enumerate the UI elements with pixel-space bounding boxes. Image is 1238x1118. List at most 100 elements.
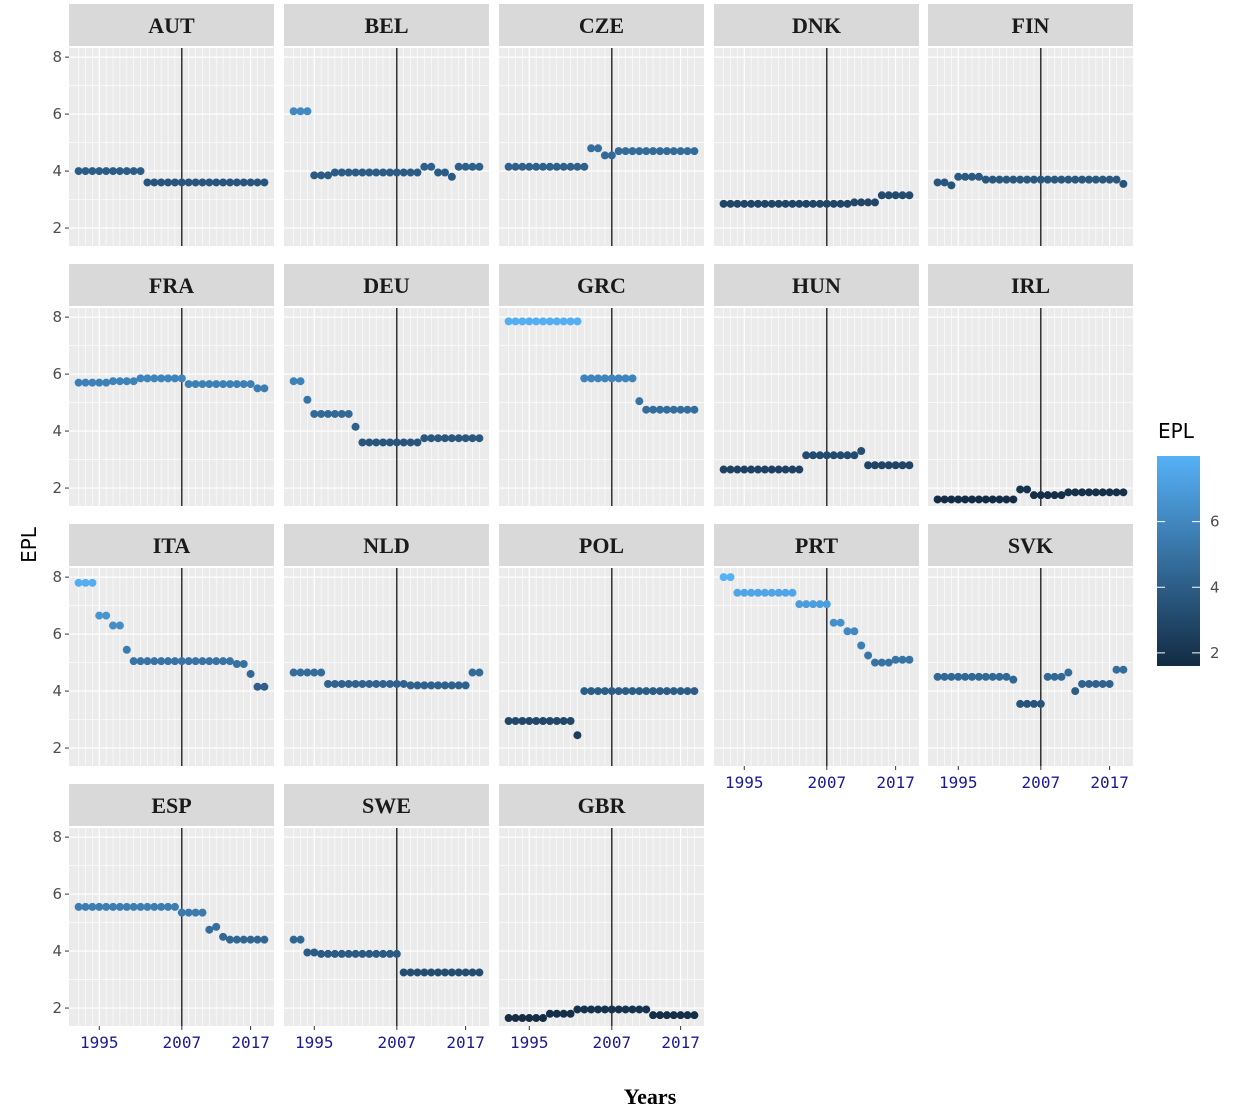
point [454, 434, 463, 443]
strip [928, 524, 1133, 566]
point [351, 168, 360, 177]
point [109, 167, 118, 176]
point [905, 461, 914, 470]
panel-background [928, 568, 1133, 766]
point [351, 949, 360, 958]
point [662, 1011, 671, 1020]
point [102, 611, 111, 620]
point [344, 168, 353, 177]
point [225, 935, 234, 944]
point [1112, 665, 1121, 674]
point [747, 588, 756, 597]
point [933, 495, 942, 504]
point [573, 162, 582, 171]
point [1091, 488, 1100, 497]
point [545, 317, 554, 326]
point [150, 657, 159, 666]
point [330, 949, 339, 958]
point [642, 405, 651, 414]
point [594, 1005, 603, 1014]
point [1043, 491, 1052, 500]
point [351, 422, 360, 431]
point [129, 657, 138, 666]
point [822, 199, 831, 208]
strip-label: SWE [362, 793, 411, 818]
point [372, 949, 381, 958]
point [669, 405, 678, 414]
point [877, 658, 886, 667]
point [454, 162, 463, 171]
point [676, 405, 685, 414]
strip [284, 264, 489, 306]
point [511, 716, 520, 725]
strip-label: FIN [1012, 13, 1050, 38]
panel-background [284, 48, 489, 246]
point [157, 178, 166, 187]
point [392, 438, 401, 447]
point [468, 434, 477, 443]
point [864, 651, 873, 660]
point [81, 167, 90, 176]
point [358, 168, 367, 177]
point [594, 687, 603, 696]
point [850, 198, 859, 207]
point [607, 151, 616, 160]
point [392, 168, 401, 177]
point [406, 438, 415, 447]
point [726, 573, 735, 582]
point [81, 378, 90, 387]
point [330, 168, 339, 177]
point [1009, 675, 1018, 684]
point [594, 144, 603, 153]
point [461, 434, 470, 443]
point [649, 405, 658, 414]
point [809, 600, 818, 609]
point [1043, 672, 1052, 681]
strip-label: IRL [1011, 273, 1050, 298]
point [122, 902, 131, 911]
point [829, 199, 838, 208]
point [774, 465, 783, 474]
point [365, 438, 374, 447]
point [358, 949, 367, 958]
point [607, 374, 616, 383]
point [747, 199, 756, 208]
point [690, 147, 699, 156]
point [877, 461, 886, 470]
point [1016, 485, 1025, 494]
point [518, 162, 527, 171]
point [1105, 488, 1114, 497]
point [136, 374, 145, 383]
point [587, 144, 596, 153]
point [406, 168, 415, 177]
point [733, 588, 742, 597]
point [649, 1011, 658, 1020]
point [940, 495, 949, 504]
point [317, 668, 326, 677]
point [947, 181, 956, 190]
point [372, 168, 381, 177]
point [760, 465, 769, 474]
point [296, 107, 305, 116]
point [358, 438, 367, 447]
point [379, 168, 388, 177]
point [690, 405, 699, 414]
point [781, 588, 790, 597]
point [635, 1005, 644, 1014]
point [1071, 687, 1080, 696]
panel-background [284, 828, 489, 1026]
point [260, 682, 269, 691]
point [669, 687, 678, 696]
point [961, 172, 970, 181]
point [898, 461, 907, 470]
point [566, 1009, 575, 1018]
point [351, 679, 360, 688]
point [365, 679, 374, 688]
panel-background [69, 568, 274, 766]
point [413, 438, 422, 447]
point [74, 902, 83, 911]
strip [499, 524, 704, 566]
point [440, 434, 449, 443]
point [191, 178, 200, 187]
